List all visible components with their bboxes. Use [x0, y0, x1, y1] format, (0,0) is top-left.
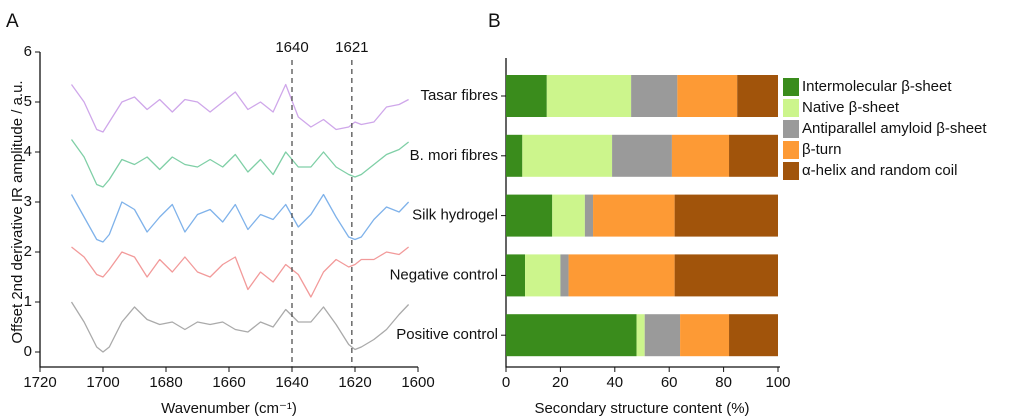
bar-segment — [522, 134, 613, 177]
x-tick-label: 1660 — [212, 374, 245, 391]
legend-swatch — [783, 99, 799, 117]
bar-segment — [644, 314, 681, 357]
y-axis-label: Offset 2nd derivative IR amplitude / a.u… — [9, 80, 26, 343]
legend-label: Antiparallel amyloid β-sheet — [802, 120, 987, 137]
x-tick-label: 1620 — [338, 374, 371, 391]
y-tick-label: 6 — [24, 43, 32, 60]
bar-segment — [680, 314, 730, 357]
legend-label: Intermolecular β-sheet — [802, 78, 952, 95]
bar-segment — [584, 194, 594, 237]
y-tick-label: 3 — [24, 193, 32, 210]
spectrum-line — [71, 246, 410, 298]
x-tick-label: 1640 — [275, 374, 308, 391]
x-tick-label: 100 — [765, 374, 790, 391]
legend-swatch — [783, 141, 799, 159]
bar-segment — [552, 194, 585, 237]
bar-segment — [631, 75, 678, 117]
bar-segment — [506, 314, 637, 357]
x-tick-label: 20 — [552, 374, 569, 391]
y-tick-label: 5 — [24, 93, 32, 110]
spectrum-line — [70, 139, 410, 188]
bar-segment — [674, 254, 778, 297]
spectrum-line — [70, 83, 409, 133]
panel-label: B — [488, 11, 501, 32]
bar-segment — [729, 134, 778, 177]
y-tick-label: 4 — [24, 143, 32, 160]
axis-line — [39, 52, 418, 368]
spectrum-line — [70, 301, 410, 353]
y-tick-label: 2 — [24, 243, 32, 260]
reference-label: 1640 — [275, 39, 308, 56]
bar-segment — [568, 254, 675, 297]
bar-segment — [560, 254, 569, 297]
legend-label: α-helix and random coil — [802, 162, 957, 179]
x-tick-label: 1600 — [401, 374, 434, 391]
y-tick-label: Tasar fibres — [420, 87, 498, 104]
spectrum-line — [70, 193, 410, 243]
bar-segment — [677, 75, 738, 117]
legend-label: β-turn — [802, 141, 841, 158]
x-axis-label: Secondary structure content (%) — [534, 400, 749, 417]
x-tick-label: 80 — [715, 374, 732, 391]
x-tick-label: 0 — [502, 374, 510, 391]
y-tick-label: Positive control — [396, 326, 498, 343]
bar-segment — [506, 254, 526, 297]
bar-segment — [506, 134, 523, 177]
bar-segment — [729, 314, 778, 357]
x-tick-label: 40 — [606, 374, 623, 391]
bar-segment — [546, 75, 632, 117]
bar-segment — [593, 194, 675, 237]
bar-segment — [612, 134, 672, 177]
bar-segment — [737, 75, 778, 117]
bar-segment — [506, 194, 553, 237]
bar-segment — [671, 134, 730, 177]
bar-segment — [674, 194, 778, 237]
x-tick-label: 1720 — [23, 374, 56, 391]
legend-swatch — [783, 78, 799, 96]
panel-label: A — [6, 11, 19, 32]
x-tick-label: 1680 — [149, 374, 182, 391]
x-tick-label: 1700 — [86, 374, 119, 391]
legend-swatch — [783, 162, 799, 180]
bar-segment — [525, 254, 561, 297]
legend-swatch — [783, 120, 799, 138]
legend-label: Native β-sheet — [802, 99, 900, 116]
bar-segment — [506, 75, 547, 117]
reference-label: 1621 — [335, 39, 368, 56]
y-tick-label: Negative control — [390, 266, 498, 283]
bar-segment — [636, 314, 645, 357]
y-tick-label: 1 — [24, 293, 32, 310]
y-tick-label: Silk hydrogel — [412, 207, 498, 224]
x-tick-label: 60 — [661, 374, 678, 391]
y-tick-label: B. mori fibres — [410, 147, 498, 164]
x-axis-label: Wavenumber (cm⁻¹) — [161, 400, 297, 417]
y-tick-label: 0 — [24, 343, 32, 360]
